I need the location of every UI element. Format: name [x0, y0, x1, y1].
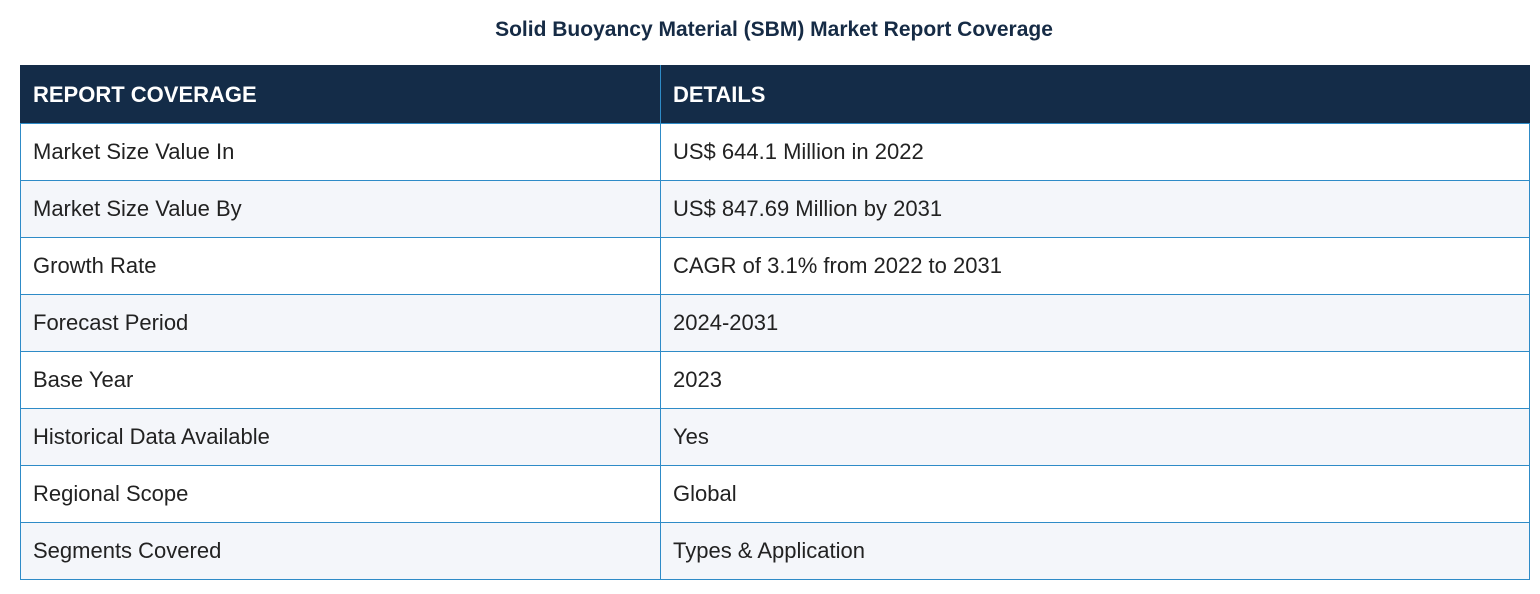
report-coverage-table: REPORT COVERAGE DETAILS Market Size Valu… — [20, 65, 1530, 580]
row-value: Yes — [660, 408, 1530, 466]
table-row: Market Size Value By US$ 847.69 Million … — [20, 180, 1530, 238]
row-label: Regional Scope — [20, 465, 661, 523]
table-header-row: REPORT COVERAGE DETAILS — [20, 65, 1530, 124]
row-value: US$ 847.69 Million by 2031 — [660, 180, 1530, 238]
table-row: Forecast Period 2024-2031 — [20, 294, 1530, 352]
row-value: Types & Application — [660, 522, 1530, 580]
row-value: Global — [660, 465, 1530, 523]
column-header-report-coverage: REPORT COVERAGE — [20, 65, 661, 124]
row-label: Forecast Period — [20, 294, 661, 352]
table-row: Regional Scope Global — [20, 465, 1530, 523]
row-value: CAGR of 3.1% from 2022 to 2031 — [660, 237, 1530, 295]
row-label: Historical Data Available — [20, 408, 661, 466]
row-label: Segments Covered — [20, 522, 661, 580]
row-value: 2024-2031 — [660, 294, 1530, 352]
table-row: Growth Rate CAGR of 3.1% from 2022 to 20… — [20, 237, 1530, 295]
row-label: Market Size Value By — [20, 180, 661, 238]
table-row: Segments Covered Types & Application — [20, 522, 1530, 580]
row-value: 2023 — [660, 351, 1530, 409]
page-title: Solid Buoyancy Material (SBM) Market Rep… — [495, 18, 1053, 41]
row-label: Growth Rate — [20, 237, 661, 295]
row-value: US$ 644.1 Million in 2022 — [660, 123, 1530, 181]
row-label: Base Year — [20, 351, 661, 409]
table-row: Base Year 2023 — [20, 351, 1530, 409]
row-label: Market Size Value In — [20, 123, 661, 181]
table-row: Market Size Value In US$ 644.1 Million i… — [20, 123, 1530, 181]
table-row: Historical Data Available Yes — [20, 408, 1530, 466]
column-header-details: DETAILS — [660, 65, 1530, 124]
